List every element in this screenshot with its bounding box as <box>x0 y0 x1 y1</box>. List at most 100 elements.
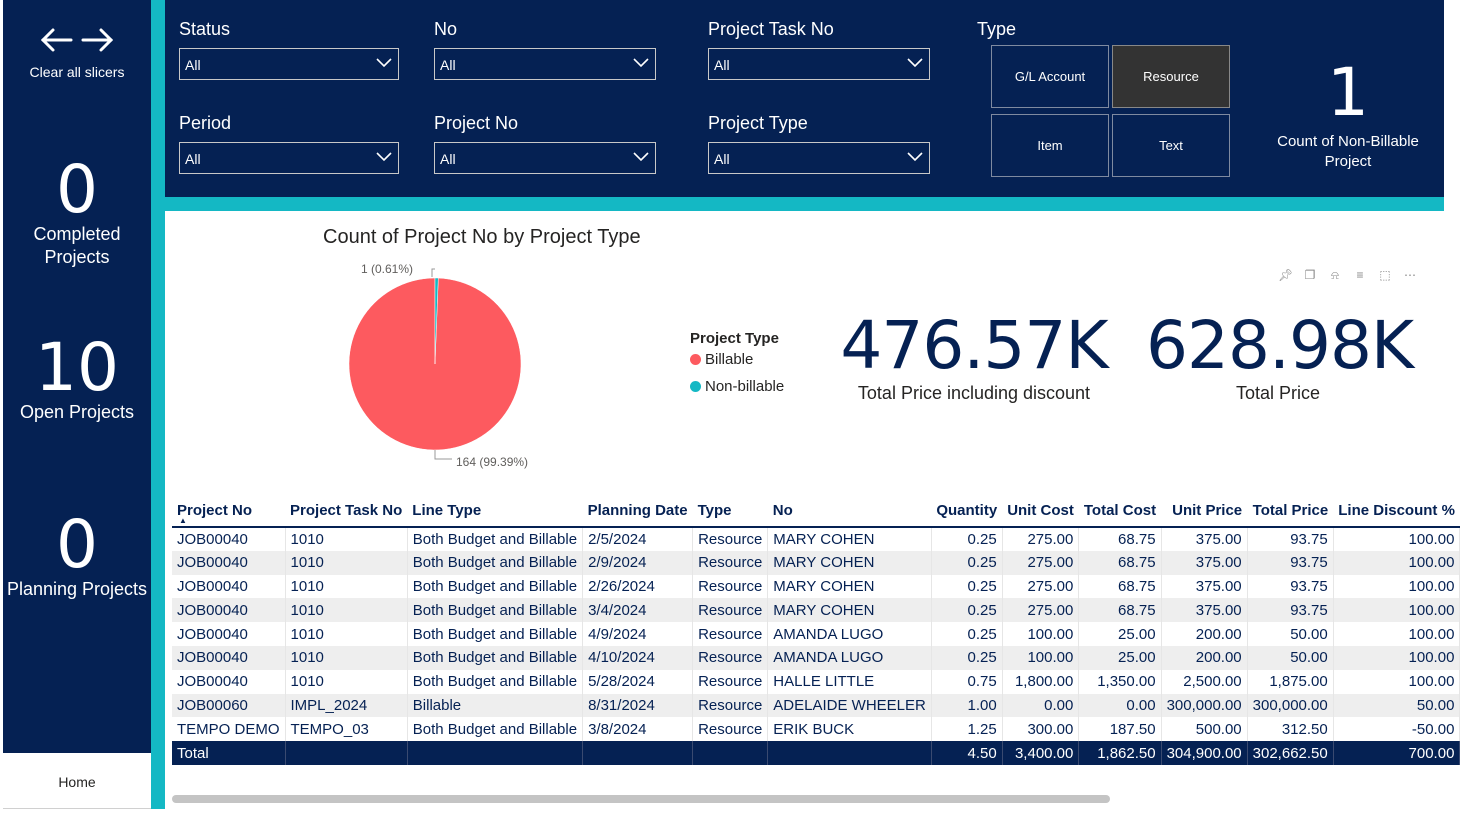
table-row[interactable]: JOB00040 1010 Both Budget and Billable 4/10… <box>172 645 1461 670</box>
completed-projects-label-2: Projects <box>44 247 110 267</box>
table-cell: Both Budget and Billable <box>407 574 584 599</box>
column-header[interactable]: Unit Price <box>1161 494 1248 528</box>
column-header[interactable]: Line Discount % <box>1333 494 1460 528</box>
table-cell: 100.00 <box>1333 645 1461 670</box>
table-row[interactable]: JOB00040 1010 Both Budget and Billable 4/9/… <box>172 622 1461 646</box>
table-cell: ADELAIDE WHEELER <box>767 693 932 718</box>
column-header[interactable]: Type <box>692 494 768 528</box>
leader-line-nonbillable <box>431 268 435 277</box>
legend-title: Project Type <box>690 330 779 347</box>
column-header[interactable]: Line Type <box>407 494 583 528</box>
table-cell: 93.75 <box>1247 527 1334 551</box>
table-cell: 68.75 <box>1078 527 1162 551</box>
table-cell: HALLE LITTLE <box>767 669 932 694</box>
type-button-resource[interactable]: Resource <box>1112 45 1230 108</box>
project-task-no-dropdown[interactable]: All <box>708 48 930 80</box>
table-cell: MARY COHEN <box>767 550 932 575</box>
table-cell: MARY COHEN <box>767 574 932 599</box>
data-label-nonbillable: 1 (0.61%) <box>361 262 413 276</box>
more-icon[interactable]: ⋯ <box>1404 268 1416 282</box>
table-cell: 0.00 <box>1078 693 1162 718</box>
planning-projects-label: Planning Projects <box>6 579 148 599</box>
table-row[interactable]: JOB00040 1010 Both Budget and Billable 3/4/… <box>172 598 1461 623</box>
legend-item-nonbillable[interactable]: Non-billable <box>690 378 784 395</box>
home-button[interactable]: Home <box>3 753 151 809</box>
project-no-dropdown-value: All <box>440 151 456 167</box>
filter-icon[interactable]: ≡ <box>1356 268 1364 282</box>
type-slicer-title: Type <box>977 19 1017 39</box>
total-cell: 3,400.00 <box>1002 741 1080 765</box>
project-type-dropdown[interactable]: All <box>708 142 930 174</box>
table-cell: Resource <box>692 550 769 575</box>
column-header[interactable]: Project No ▲ <box>172 494 286 528</box>
no-dropdown[interactable]: All <box>434 48 656 80</box>
table-cell: 200.00 <box>1161 645 1248 670</box>
no-slicer: No All <box>434 19 656 80</box>
column-header[interactable]: Unit Cost <box>1002 494 1079 528</box>
project-no-dropdown[interactable]: All <box>434 142 656 174</box>
table-row[interactable]: JOB00040 1010 Both Budget and Billable 2/5/… <box>172 527 1461 551</box>
column-header[interactable]: Total Price <box>1247 494 1334 528</box>
project-type-dropdown-value: All <box>714 151 730 167</box>
visual-header-icons: 📌︎ ❐ ⍾ ≡ ⬚ ⋯ <box>1278 268 1417 283</box>
copy-icon[interactable]: ❐ <box>1304 268 1316 282</box>
pin-icon[interactable]: 📌︎ <box>1278 268 1294 282</box>
total-price-value: 628.98K <box>1146 307 1414 384</box>
table-cell: Resource <box>692 574 769 599</box>
total-price-discount-card: 476.57K Total Price including discount <box>840 311 1108 404</box>
table-cell: 1010 <box>285 574 408 599</box>
column-header[interactable]: No <box>767 494 932 528</box>
project-task-no-dropdown-value: All <box>714 57 730 73</box>
table-row[interactable]: JOB00060 IMPL_2024 Billable 8/31/2024 Resour… <box>172 693 1461 718</box>
table-cell: 0.00 <box>1002 693 1080 718</box>
column-header[interactable]: Project Task No <box>285 494 408 528</box>
chart-title: Count of Project No by Project Type <box>323 226 641 248</box>
table-cell: JOB00040 <box>172 550 286 575</box>
type-button-text[interactable]: Text <box>1112 114 1230 177</box>
total-cell: 302,662.50 <box>1247 741 1334 765</box>
table-cell: 0.25 <box>931 645 1003 670</box>
table-cell: JOB00040 <box>172 574 286 599</box>
pie-slice-non-billable[interactable] <box>434 277 439 365</box>
period-slicer: Period All <box>179 113 399 174</box>
table-cell: 2/9/2024 <box>582 550 694 575</box>
legend-item-billable[interactable]: Billable <box>690 351 784 368</box>
table-cell: 93.75 <box>1247 574 1334 599</box>
table-cell: TEMPO_03 <box>285 717 408 742</box>
table-cell: 375.00 <box>1161 527 1248 551</box>
table-cell: 50.00 <box>1333 693 1461 718</box>
status-dropdown[interactable]: All <box>179 48 399 80</box>
clear-all-slicers-button[interactable]: Clear all slicers <box>3 20 151 80</box>
table-total-row: Total 4.50 3,400.00 1,862.50 304,900.00 302,6… <box>172 741 1461 765</box>
table-cell: 1010 <box>285 550 408 575</box>
table-cell: IMPL_2024 <box>285 693 408 718</box>
type-button-gl-account[interactable]: G/L Account <box>991 45 1109 108</box>
completed-projects-value: 0 <box>56 151 98 228</box>
horizontal-scrollbar[interactable] <box>172 795 1110 803</box>
type-button-item[interactable]: Item <box>991 114 1109 177</box>
chart-legend: Project Type Billable Non-billable <box>690 330 784 405</box>
table-row[interactable]: JOB00040 1010 Both Budget and Billable 2/26… <box>172 574 1461 599</box>
table-cell: 5/28/2024 <box>582 669 694 694</box>
pie-chart: 1 (0.61%) 164 (99.39%) <box>348 262 528 469</box>
period-slicer-title: Period <box>179 113 232 133</box>
open-projects-value: 10 <box>35 329 119 406</box>
bell-icon[interactable]: ⍾ <box>1331 268 1339 282</box>
total-price-card: 628.98K Total Price <box>1146 307 1414 404</box>
period-dropdown[interactable]: All <box>179 142 399 174</box>
column-header[interactable]: Quantity <box>931 494 1003 528</box>
focus-icon[interactable]: ⬚ <box>1379 268 1391 282</box>
column-header[interactable]: Planning Date <box>582 494 693 528</box>
table-row[interactable]: TEMPO DEMO TEMPO_03 Both Budget and Billab… <box>172 717 1461 742</box>
table-cell: 100.00 <box>1333 669 1461 694</box>
table-row[interactable]: JOB00040 1010 Both Budget and Billable 2/9/… <box>172 550 1461 575</box>
project-lines-table: Project No ▲ Project Task No Line Type Plann… <box>172 494 1461 765</box>
table-cell: 2,500.00 <box>1161 669 1248 694</box>
table-cell: Both Budget and Billable <box>407 717 584 742</box>
project-no-slicer: Project No All <box>434 113 656 174</box>
table-cell: 1.00 <box>931 693 1003 718</box>
column-header[interactable]: Total Cost <box>1078 494 1162 528</box>
project-task-no-slicer: Project Task No All <box>708 19 930 80</box>
table-cell: 375.00 <box>1161 598 1248 623</box>
table-row[interactable]: JOB00040 1010 Both Budget and Billable 5/28… <box>172 669 1461 694</box>
